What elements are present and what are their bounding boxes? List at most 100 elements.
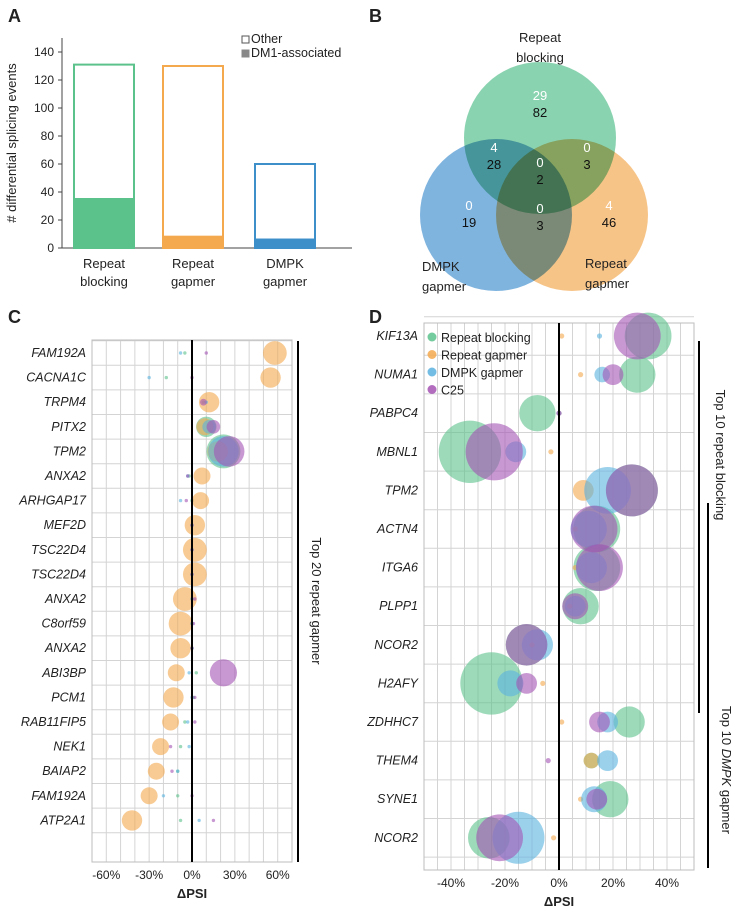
bubble-c25	[476, 814, 523, 862]
bubble-c25	[605, 464, 658, 517]
gene-label: NCOR2	[374, 831, 418, 845]
bar-other	[162, 65, 224, 238]
x-tick-label: -60%	[92, 868, 120, 882]
bubble-c25	[516, 673, 537, 694]
venn-region-count-top: 4	[490, 140, 497, 155]
bar-dm1-associated	[73, 198, 135, 249]
x-axis-title: ΔPSI	[177, 886, 207, 901]
category-label: Repeat	[172, 256, 214, 271]
venn-set-label: blocking	[516, 50, 564, 65]
bubble-dmpk-gapmer	[187, 671, 191, 675]
category-label: DMPK	[266, 256, 304, 271]
x-tick-label: 20%	[601, 876, 625, 890]
gene-label: THEM4	[376, 754, 418, 768]
bubble-repeat-gapmer	[559, 333, 565, 339]
gene-label: PITX2	[51, 420, 86, 434]
bubble-dmpk-gapmer	[596, 333, 603, 339]
bubble-repeat-gapmer	[192, 492, 210, 510]
gene-label: PCM1	[51, 690, 86, 704]
bubble-repeat-gapmer	[162, 713, 180, 731]
gene-label: PABPC4	[370, 406, 418, 420]
bubble-repeat-gapmer	[172, 587, 197, 611]
y-tick-label: 100	[34, 101, 54, 115]
bubble-c25	[602, 364, 624, 385]
venn-region-count-bottom: 28	[487, 157, 501, 172]
category-label: blocking	[80, 274, 128, 289]
venn-region-count-bottom: 19	[462, 215, 476, 230]
venn-region-count-bottom: 82	[533, 105, 547, 120]
venn-region-count-top: 0	[465, 198, 472, 213]
legend-label-dm1: DM1-associated	[251, 46, 341, 60]
gene-label: H2AFY	[378, 676, 420, 690]
bubble-c25	[193, 597, 197, 601]
gene-label: NUMA1	[374, 368, 418, 382]
legend-marker	[427, 367, 437, 377]
bubble-repeat-gapmer	[193, 467, 211, 485]
venn-region-count-top: 0	[536, 201, 543, 216]
venn-region-count-bottom: 3	[583, 157, 590, 172]
gene-label: ZDHHC7	[366, 715, 419, 729]
bubble-dmpk-gapmer	[178, 498, 183, 503]
bubble-repeat-gapmer	[540, 680, 546, 687]
gene-label: ANXA2	[44, 592, 86, 606]
gene-label: RAB11FIP5	[21, 715, 86, 729]
bubble-c25	[193, 695, 197, 700]
side-label-top10-blocking: Top 10 repeat blocking	[713, 390, 728, 521]
x-axis-title: ΔPSI	[544, 894, 574, 909]
gene-label: ITGA6	[382, 561, 418, 575]
legend-label: Repeat gapmer	[441, 349, 527, 363]
bubble-c25	[206, 420, 221, 434]
x-tick-label: -40%	[437, 876, 465, 890]
venn-circle	[496, 139, 648, 291]
gene-label: ANXA2	[44, 641, 86, 655]
category-label: gapmer	[263, 274, 308, 289]
bubble-repeat-gapmer	[583, 752, 600, 769]
legend-marker	[427, 332, 437, 342]
gene-label: TPM2	[53, 444, 86, 458]
bubble-repeat-blocking	[194, 671, 198, 675]
panel-letter-c: C	[8, 307, 21, 327]
venn-set-label: DMPK	[422, 259, 460, 274]
bubble-dmpk-gapmer	[186, 720, 190, 724]
legend-swatch-dm1	[241, 49, 250, 58]
bubble-repeat-gapmer	[578, 372, 584, 378]
category-label: Repeat	[83, 256, 125, 271]
gene-label: SYNE1	[377, 792, 418, 806]
gene-label: TSC22D4	[31, 567, 86, 581]
bubble-repeat-gapmer	[551, 835, 557, 841]
bubble-repeat-blocking	[460, 652, 523, 715]
side-label-prefix: Top 10	[719, 706, 733, 749]
venn-region-count-top: 0	[583, 140, 590, 155]
x-tick-label: 60%	[266, 868, 290, 882]
gene-label: ATP2A1	[39, 813, 86, 827]
legend-label: Repeat blocking	[441, 331, 531, 345]
side-label-suffix: gapmer	[719, 786, 733, 834]
legend-label-other: Other	[251, 32, 282, 46]
gene-label: FAM192A	[31, 789, 86, 803]
venn-set-label: gapmer	[585, 276, 630, 291]
bubble-c25	[184, 498, 188, 503]
bubble-c25	[186, 474, 190, 478]
bubble-repeat-gapmer	[182, 562, 207, 587]
bar-chart-differential-splicing: 0 20 40 60 80 100 120 140 # differential splicin…	[4, 32, 352, 289]
bar-dm1-associated	[162, 235, 224, 250]
bubble-c25	[209, 659, 238, 687]
panel-letter-d: D	[369, 307, 382, 327]
bubble-repeat-gapmer	[559, 719, 565, 725]
bubble-c25	[562, 593, 589, 620]
y-tick-label: 80	[41, 129, 55, 143]
gene-label: MEF2D	[44, 518, 86, 532]
bubble-repeat-gapmer	[198, 392, 220, 413]
bubble-chart-top10: KIF13A NUMA1 PABPC4 MBNL1 TPM2 ACTN4 ITGA6 PLPP…	[366, 312, 733, 909]
bubble-repeat-blocking	[183, 351, 187, 355]
gene-label: C8orf59	[42, 617, 87, 631]
y-tick-label: 140	[34, 45, 54, 59]
bubble-repeat-gapmer	[260, 367, 281, 388]
venn-region-count-top: 4	[605, 198, 612, 213]
bubble-repeat-gapmer	[262, 341, 287, 365]
side-label-top10-dmpk: Top 10 DMPK gapmer	[719, 706, 733, 835]
bubble-c25	[505, 624, 548, 666]
bubble-c25	[589, 711, 610, 733]
bubble-c25	[168, 744, 173, 749]
